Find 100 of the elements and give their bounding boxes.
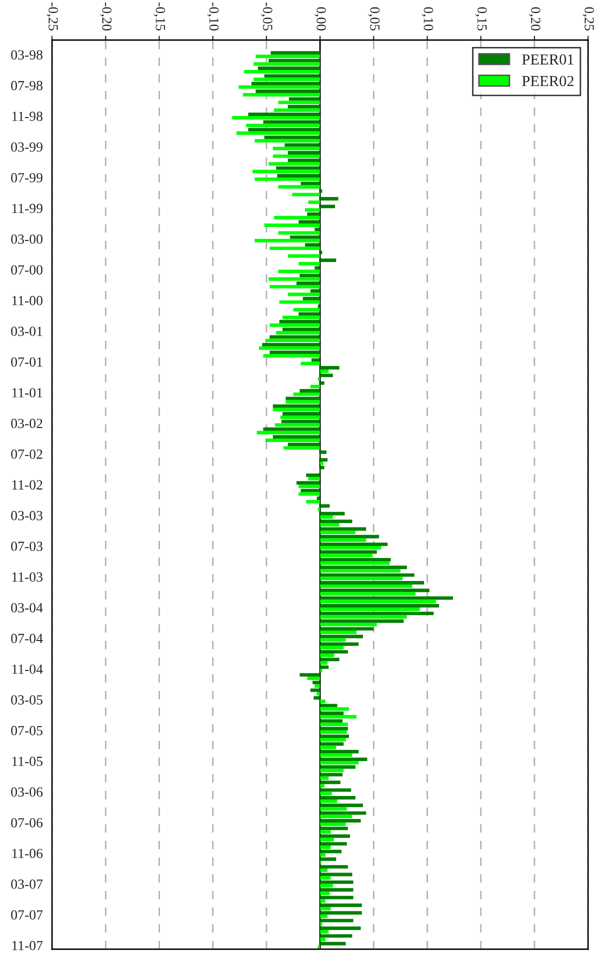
legend-label: PEER02 [522, 76, 574, 86]
bar [320, 704, 338, 708]
bar [320, 722, 348, 726]
y-tick-label: 11-02 [12, 480, 42, 490]
y-tick-label: 11-99 [12, 204, 42, 214]
bar [265, 338, 320, 342]
bar [320, 642, 359, 646]
y-tick-label: 03-07 [11, 880, 43, 889]
y-tick-label: 07-02 [11, 449, 42, 459]
bar [276, 166, 320, 170]
bar [320, 865, 348, 869]
x-tick-label: -0,25 [46, 2, 58, 30]
bar [320, 788, 352, 792]
bar [296, 282, 320, 285]
bar [320, 857, 336, 861]
bar [320, 772, 343, 776]
bar [300, 488, 320, 492]
bar [320, 796, 356, 800]
bar [318, 304, 320, 308]
y-tick-label: 03-02 [11, 418, 42, 428]
bar [248, 112, 320, 116]
bar [300, 274, 320, 278]
bar [286, 400, 320, 404]
x-tick-label: 0,15 [475, 7, 487, 30]
bar [320, 612, 434, 616]
y-tick-label: 07-01 [11, 357, 42, 367]
y-tick-label: 03-03 [11, 510, 42, 520]
bar [320, 876, 331, 880]
bar [320, 742, 344, 746]
bar [278, 185, 320, 189]
bar [288, 158, 320, 162]
bar [306, 473, 320, 477]
bar [320, 466, 324, 470]
y-tick-label: 11-05 [12, 756, 42, 766]
bar [308, 476, 320, 480]
bar [307, 676, 320, 680]
bar [320, 604, 440, 608]
bar [265, 438, 320, 442]
bar [288, 150, 320, 154]
bar [320, 819, 361, 822]
bar [320, 738, 346, 742]
bar [300, 389, 320, 392]
bar [320, 527, 366, 531]
bar [312, 680, 320, 684]
bar [278, 100, 320, 104]
y-tick-label: 11-00 [12, 296, 42, 306]
bar [320, 607, 420, 611]
bar [320, 374, 333, 378]
bar [318, 377, 320, 381]
bar [302, 296, 320, 300]
bar [286, 396, 320, 400]
x-tick-label: 0,20 [528, 7, 540, 30]
bar [270, 284, 320, 288]
bar [310, 384, 320, 388]
bar [272, 404, 320, 408]
y-tick-label: 07-06 [11, 818, 43, 828]
bar [320, 588, 430, 592]
bar [277, 174, 320, 178]
bar [254, 78, 320, 82]
bar [320, 450, 326, 454]
bar [246, 124, 320, 128]
bar [320, 712, 344, 715]
bar [320, 906, 331, 910]
bar [282, 316, 320, 320]
y-tick-label: 11-06 [12, 848, 43, 858]
bar [320, 584, 412, 588]
bar [320, 918, 354, 922]
bar [298, 312, 320, 316]
bar [320, 846, 331, 849]
bar [300, 673, 320, 677]
bar [320, 730, 347, 734]
bar [320, 830, 331, 834]
y-tick-label: 11-98 [12, 112, 42, 121]
bar [320, 458, 328, 462]
bar [320, 661, 328, 665]
bar [272, 435, 320, 439]
bar [293, 308, 320, 312]
bar [298, 484, 320, 488]
bar [320, 914, 328, 918]
bar [320, 197, 338, 201]
bar [254, 238, 320, 242]
bar [316, 496, 320, 500]
bar [320, 768, 344, 772]
bar [320, 892, 330, 896]
bar [254, 139, 320, 143]
bar [300, 182, 320, 186]
bar [320, 926, 361, 930]
bar [251, 82, 320, 86]
bar [248, 128, 320, 132]
bar [288, 104, 320, 108]
bar [274, 108, 320, 112]
bar [314, 266, 320, 270]
bar [280, 416, 320, 419]
bar [272, 154, 320, 158]
bar [311, 358, 320, 362]
bar [270, 323, 320, 327]
bar [320, 638, 346, 642]
bar [320, 930, 329, 934]
x-tick-label: 0,05 [368, 7, 380, 30]
bar [320, 719, 343, 723]
